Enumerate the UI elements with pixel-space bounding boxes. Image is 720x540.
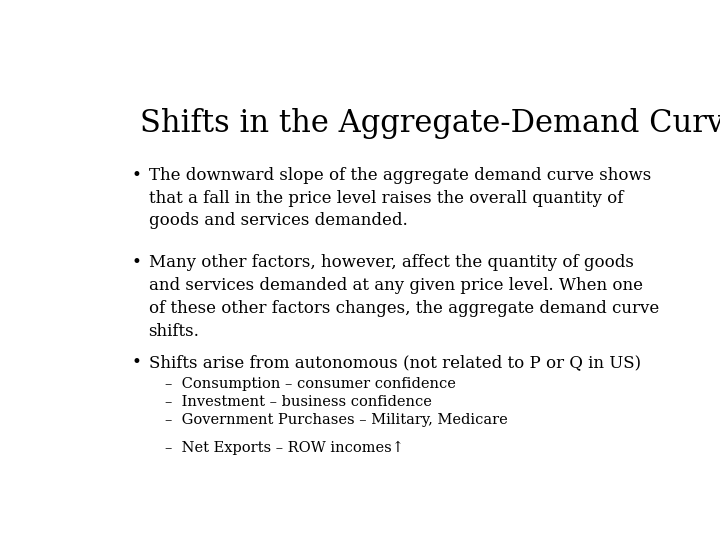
- Text: Many other factors, however, affect the quantity of goods
and services demanded : Many other factors, however, affect the …: [148, 254, 659, 340]
- Text: •: •: [132, 254, 142, 271]
- Text: •: •: [132, 354, 142, 371]
- Text: Shifts arise from autonomous (not related to P or Q in US): Shifts arise from autonomous (not relate…: [148, 354, 641, 371]
- Text: –  Investment – business confidence: – Investment – business confidence: [166, 395, 432, 409]
- Text: The downward slope of the aggregate demand curve shows
that a fall in the price : The downward slope of the aggregate dema…: [148, 167, 651, 229]
- Text: –  Consumption – consumer confidence: – Consumption – consumer confidence: [166, 377, 456, 392]
- Text: Shifts in the Aggregate-Demand Curve: Shifts in the Aggregate-Demand Curve: [140, 109, 720, 139]
- Text: •: •: [132, 167, 142, 184]
- Text: –  Government Purchases – Military, Medicare: – Government Purchases – Military, Medic…: [166, 413, 508, 427]
- Text: –  Net Exports – ROW incomes↑: – Net Exports – ROW incomes↑: [166, 441, 405, 455]
